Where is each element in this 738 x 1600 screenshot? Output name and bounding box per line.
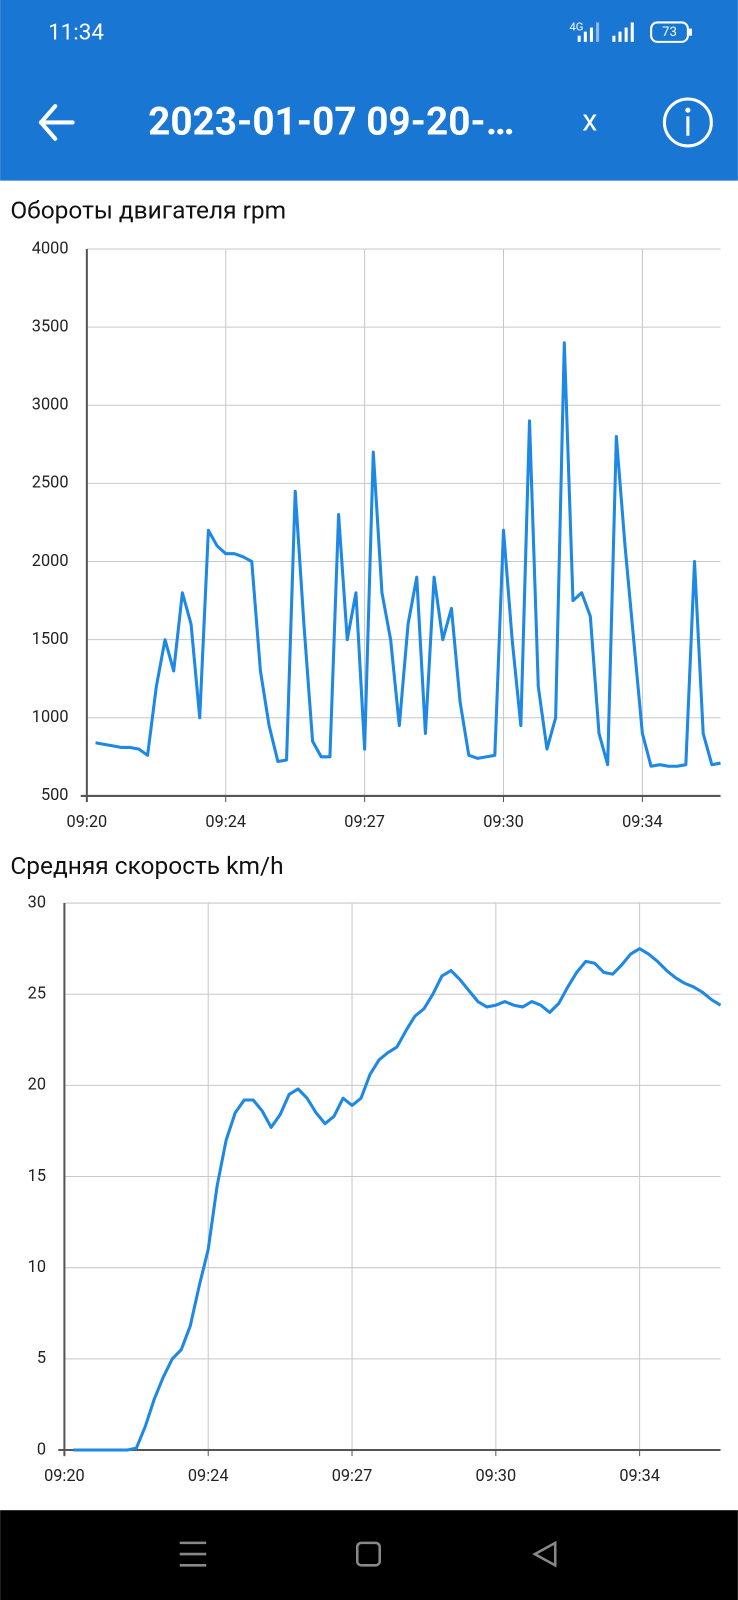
app-title: 2023-01-07 09-20-… bbox=[148, 100, 514, 145]
info-button[interactable] bbox=[662, 97, 713, 148]
y-tick-label: 30 bbox=[28, 892, 46, 911]
data-line bbox=[73, 947, 722, 1452]
x-tick-label: 09:24 bbox=[188, 1466, 229, 1485]
x-tick-label: 09:30 bbox=[476, 1466, 517, 1485]
x-tick-label: 09:27 bbox=[332, 1466, 373, 1485]
x-tick-label: 09:30 bbox=[483, 812, 524, 831]
signal-icon bbox=[577, 22, 634, 42]
nav-buttons bbox=[179, 1540, 557, 1568]
battery-level: 73 bbox=[662, 25, 677, 40]
x-tick-label: 09:20 bbox=[67, 812, 108, 831]
y-tick-label: 2500 bbox=[32, 473, 69, 492]
y-tick-label: 1000 bbox=[32, 707, 69, 726]
data-line bbox=[95, 341, 721, 768]
back-button[interactable] bbox=[38, 104, 75, 141]
chart-title: Обороты двигателя rpm bbox=[10, 196, 286, 225]
status-time: 11:34 bbox=[48, 20, 104, 46]
nav-bar bbox=[0, 1510, 738, 1600]
battery-icon bbox=[650, 21, 689, 43]
x-tick-label: 09:24 bbox=[205, 812, 246, 831]
x-tick-label: 09:20 bbox=[44, 1466, 85, 1485]
close-button[interactable]: x bbox=[582, 104, 597, 139]
y-tick-label: 500 bbox=[41, 785, 69, 804]
y-tick-label: 4000 bbox=[32, 238, 69, 257]
y-tick-label: 3500 bbox=[32, 316, 69, 335]
chart-title: Средняя скорость km/h bbox=[10, 851, 283, 880]
y-tick-label: 15 bbox=[28, 1166, 46, 1185]
x-tick-label: 09:34 bbox=[619, 1466, 660, 1485]
x-tick-label: 09:34 bbox=[622, 812, 663, 831]
y-tick-label: 0 bbox=[37, 1439, 46, 1458]
y-tick-label: 25 bbox=[28, 984, 46, 1003]
y-tick-label: 3000 bbox=[32, 395, 69, 414]
y-tick-label: 5 bbox=[37, 1348, 46, 1367]
y-tick-label: 10 bbox=[28, 1257, 46, 1276]
app-header bbox=[0, 0, 738, 181]
y-tick-label: 20 bbox=[28, 1075, 46, 1094]
battery-tip bbox=[688, 28, 692, 36]
y-tick-label: 1500 bbox=[32, 629, 69, 648]
network-type: 4G bbox=[570, 21, 584, 34]
x-tick-label: 09:27 bbox=[344, 812, 385, 831]
y-tick-label: 2000 bbox=[32, 551, 69, 570]
